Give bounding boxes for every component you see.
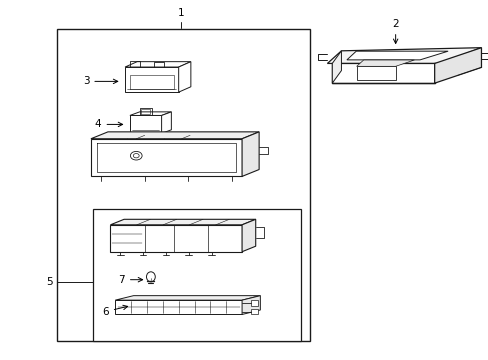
Polygon shape xyxy=(110,219,255,225)
Polygon shape xyxy=(178,62,190,92)
Polygon shape xyxy=(331,63,434,83)
Polygon shape xyxy=(115,296,260,300)
Polygon shape xyxy=(331,51,341,83)
Text: 4: 4 xyxy=(95,120,122,129)
Polygon shape xyxy=(130,116,161,134)
Polygon shape xyxy=(127,134,163,139)
Text: 1: 1 xyxy=(178,8,184,18)
Polygon shape xyxy=(242,132,259,176)
Polygon shape xyxy=(242,296,260,315)
Polygon shape xyxy=(356,66,395,80)
Polygon shape xyxy=(161,112,171,134)
Text: 2: 2 xyxy=(391,19,398,44)
Polygon shape xyxy=(115,300,242,315)
Polygon shape xyxy=(110,225,242,252)
Bar xyxy=(250,300,258,306)
Bar xyxy=(57,30,310,341)
Polygon shape xyxy=(91,132,259,139)
Bar xyxy=(93,209,300,341)
Polygon shape xyxy=(130,112,171,116)
Polygon shape xyxy=(125,62,190,67)
Polygon shape xyxy=(125,67,178,92)
Ellipse shape xyxy=(146,272,155,282)
Circle shape xyxy=(133,154,139,158)
Text: 5: 5 xyxy=(46,277,53,287)
Polygon shape xyxy=(327,48,481,63)
Text: 6: 6 xyxy=(102,305,127,316)
Polygon shape xyxy=(434,48,481,83)
Polygon shape xyxy=(356,60,413,66)
Circle shape xyxy=(130,152,142,160)
Text: 3: 3 xyxy=(82,76,118,86)
Polygon shape xyxy=(242,219,255,252)
Text: 7: 7 xyxy=(118,275,142,285)
Polygon shape xyxy=(91,139,242,176)
Bar xyxy=(250,309,258,315)
Polygon shape xyxy=(346,51,447,60)
